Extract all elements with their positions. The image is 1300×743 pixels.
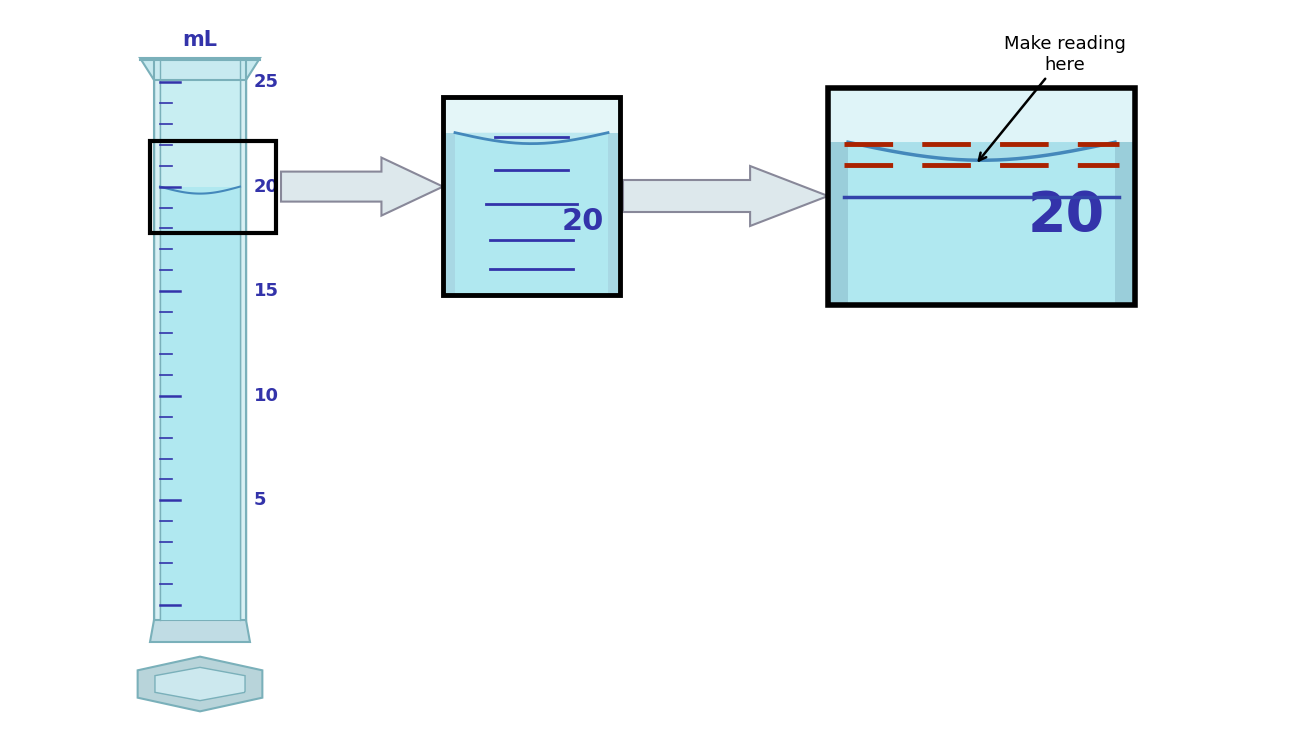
Polygon shape xyxy=(140,58,260,80)
Polygon shape xyxy=(138,657,263,711)
Bar xyxy=(160,186,240,620)
Text: 20: 20 xyxy=(1028,189,1105,243)
Bar xyxy=(828,88,1135,305)
Bar xyxy=(160,60,240,620)
Text: 5: 5 xyxy=(254,491,266,510)
Text: 25: 25 xyxy=(254,73,280,91)
Polygon shape xyxy=(281,158,443,215)
Bar xyxy=(443,97,620,295)
Text: 20: 20 xyxy=(254,178,280,195)
Text: 10: 10 xyxy=(254,387,280,405)
Polygon shape xyxy=(155,667,244,701)
Text: mL: mL xyxy=(182,30,217,50)
Polygon shape xyxy=(623,166,828,226)
Bar xyxy=(443,97,620,133)
Bar xyxy=(828,88,1135,142)
Bar xyxy=(1115,88,1135,305)
Bar xyxy=(153,60,160,620)
Bar xyxy=(828,88,848,305)
Polygon shape xyxy=(150,620,250,642)
Bar xyxy=(608,97,620,295)
Text: Make reading
here: Make reading here xyxy=(979,35,1126,160)
Text: 20: 20 xyxy=(562,207,605,236)
Bar xyxy=(150,140,276,233)
Bar xyxy=(443,97,455,295)
Bar xyxy=(443,97,620,295)
Bar xyxy=(828,88,1135,305)
Bar xyxy=(240,60,246,620)
Text: 15: 15 xyxy=(254,282,280,300)
